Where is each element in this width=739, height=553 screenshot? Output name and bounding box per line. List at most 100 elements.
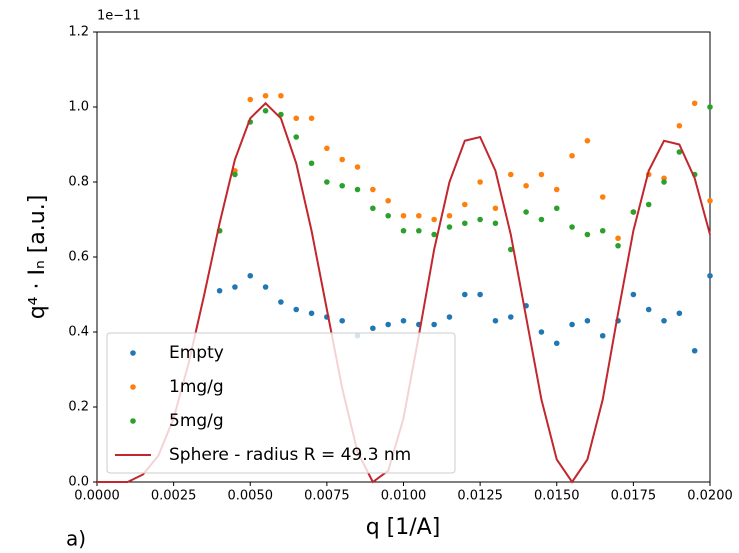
- data-point: [400, 317, 407, 324]
- data-point: [599, 194, 606, 200]
- y-tick-label: 0.0: [68, 475, 89, 490]
- data-point: [707, 104, 713, 110]
- data-point: [630, 209, 637, 215]
- x-axis-label: q [1/A]: [366, 515, 441, 540]
- data-point: [569, 321, 575, 328]
- data-point: [462, 291, 468, 298]
- data-point: [400, 212, 407, 219]
- y-axis-label: q⁴ · Iₙ [a.u.]: [25, 195, 50, 320]
- data-point: [293, 306, 300, 313]
- data-point: [232, 284, 238, 290]
- data-point: [431, 321, 437, 328]
- data-point: [569, 152, 575, 159]
- data-point: [293, 134, 300, 140]
- data-point: [507, 246, 514, 253]
- y-tick-label: 0.2: [68, 400, 89, 415]
- data-point: [278, 92, 284, 99]
- data-point: [707, 272, 713, 279]
- data-point: [645, 306, 652, 313]
- data-point: [691, 347, 698, 354]
- data-point: [676, 149, 683, 155]
- data-point: [431, 231, 437, 238]
- data-point: [569, 224, 575, 230]
- data-point: [339, 317, 346, 324]
- x-tick-label: 0.0125: [457, 489, 503, 504]
- data-point: [538, 216, 545, 223]
- data-point: [232, 171, 238, 178]
- data-point: [216, 287, 223, 294]
- y-tick-label: 0.6: [68, 250, 89, 265]
- data-point: [553, 205, 560, 212]
- data-point: [599, 332, 606, 339]
- legend-marker: [130, 350, 136, 356]
- data-point: [523, 209, 529, 215]
- data-point: [278, 299, 284, 305]
- legend-label: 1mg/g: [169, 377, 224, 397]
- data-point: [615, 242, 621, 249]
- x-tick-label: 0.0000: [74, 489, 120, 504]
- data-point: [370, 205, 376, 212]
- data-point: [446, 314, 453, 320]
- data-point: [385, 197, 391, 204]
- data-point: [370, 186, 376, 193]
- data-point: [630, 291, 637, 298]
- data-point: [492, 205, 499, 212]
- data-point: [247, 272, 254, 279]
- data-point: [462, 220, 468, 227]
- data-point: [324, 145, 330, 152]
- x-tick-label: 0.0150: [534, 489, 580, 504]
- legend-label: Empty: [169, 343, 224, 363]
- x-tick-label: 0.0100: [381, 489, 427, 504]
- y-tick-label: 0.4: [68, 325, 89, 340]
- x-tick-label: 0.0200: [687, 489, 733, 504]
- data-point: [553, 186, 560, 193]
- data-point: [446, 212, 453, 219]
- data-point: [370, 325, 376, 332]
- data-point: [354, 186, 361, 193]
- x-tick-label: 0.0175: [611, 489, 657, 504]
- data-point: [523, 182, 529, 189]
- data-point: [477, 216, 483, 223]
- x-tick-label: 0.0050: [228, 489, 274, 504]
- data-point: [416, 212, 422, 219]
- data-point: [615, 235, 621, 242]
- data-point: [477, 179, 483, 185]
- data-point: [661, 179, 667, 185]
- legend-label: Sphere - radius R = 49.3 nm: [169, 445, 411, 465]
- legend-box: [106, 332, 456, 474]
- data-point: [446, 224, 453, 230]
- data-point: [385, 321, 391, 328]
- panel-label: a): [66, 527, 86, 551]
- data-point: [691, 100, 698, 107]
- data-point: [400, 227, 407, 234]
- data-point: [538, 329, 545, 335]
- data-point: [308, 310, 315, 317]
- data-point: [507, 314, 514, 320]
- data-point: [676, 310, 683, 317]
- data-point: [492, 317, 499, 324]
- offset-text: 1e−11: [97, 9, 141, 24]
- data-point: [477, 291, 483, 298]
- data-point: [707, 197, 713, 204]
- data-point: [339, 156, 346, 163]
- data-point: [262, 92, 269, 99]
- y-tick-label: 0.8: [68, 175, 89, 190]
- data-point: [308, 115, 315, 122]
- data-point: [308, 160, 315, 167]
- data-point: [584, 231, 591, 238]
- data-point: [507, 171, 514, 178]
- data-point: [262, 284, 269, 290]
- legend-label: 5mg/g: [169, 411, 224, 431]
- legend-marker: [130, 384, 136, 390]
- data-point: [584, 317, 591, 324]
- data-point: [293, 115, 300, 122]
- data-point: [247, 96, 254, 103]
- y-tick-label: 1.0: [68, 100, 89, 115]
- data-point: [462, 201, 468, 208]
- data-point: [599, 227, 606, 234]
- x-tick-label: 0.0075: [304, 489, 350, 504]
- legend-marker: [130, 418, 136, 424]
- data-point: [538, 171, 545, 178]
- data-point: [492, 220, 499, 227]
